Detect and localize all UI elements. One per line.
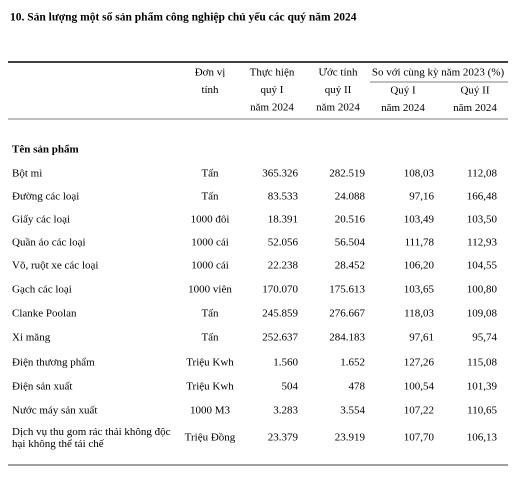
- cell: 20.516: [335, 214, 366, 226]
- header-cell: Đơn vị: [195, 67, 226, 79]
- cell: 103,49: [404, 214, 435, 226]
- cell: 112,93: [467, 237, 497, 249]
- section-label: Tên sản phẩm: [12, 144, 79, 156]
- header-cell: quý II: [325, 84, 352, 96]
- cell: Điện thương phẩm: [12, 357, 95, 369]
- cell: 104,55: [467, 260, 498, 272]
- header-cell: năm 2024: [381, 102, 425, 114]
- cell: 1000 cái: [191, 260, 229, 272]
- cell: 252.637: [262, 332, 298, 344]
- cell: 23.919: [335, 432, 366, 444]
- cell: 97,16: [409, 191, 434, 203]
- cell: Triệu Kwh: [186, 357, 234, 369]
- cell: Clanke Poolan: [12, 308, 77, 320]
- header-cell: Quý II: [460, 85, 489, 97]
- cell: 83.533: [268, 191, 299, 203]
- cell: 109,08: [467, 308, 498, 320]
- cell: 365.326: [262, 168, 298, 180]
- cell: 22.238: [268, 260, 299, 272]
- cell: 276.667: [329, 308, 365, 320]
- header-cell: Quý I: [390, 85, 416, 97]
- cell: 100,54: [404, 381, 435, 393]
- cell: 1.560: [273, 357, 298, 369]
- cell: 108,03: [404, 168, 435, 180]
- cell: 282.519: [329, 168, 365, 180]
- header-cell: năm 2024: [316, 102, 360, 114]
- cell: 107,22: [404, 405, 434, 417]
- cell: 166,48: [467, 191, 498, 203]
- cell: 103,50: [467, 214, 498, 226]
- cell: 24.088: [335, 191, 366, 203]
- cell: 1000 cái: [191, 237, 229, 249]
- cell: 106,20: [404, 260, 435, 272]
- cell: 103,65: [404, 284, 435, 296]
- cell: 478: [349, 381, 366, 393]
- cell: 127,26: [404, 357, 435, 369]
- cell: 18.391: [268, 214, 298, 226]
- cell: 101,39: [467, 381, 498, 393]
- cell: 115,08: [467, 357, 497, 369]
- cell: 28.452: [335, 260, 365, 272]
- cell: 110,65: [467, 405, 497, 417]
- cell: 106,13: [467, 432, 498, 444]
- cell: 1.652: [340, 357, 365, 369]
- cell: 504: [282, 381, 299, 393]
- header-cell: năm 2024: [250, 102, 294, 114]
- cell: 118,03: [404, 308, 434, 320]
- header-cell: năm 2024: [453, 102, 497, 114]
- cell: Bột mì: [12, 168, 42, 180]
- cell: Dịch vụ thu gom rác thải không độc hại kh…: [12, 426, 171, 450]
- header-cell: So với cùng kỳ năm 2023 (%): [372, 67, 505, 79]
- cell: 1000 đôi: [191, 214, 230, 226]
- header-cell: tính: [201, 84, 219, 96]
- cell: Tấn: [201, 308, 219, 320]
- cell: Triệu Kwh: [186, 381, 234, 393]
- cell: 1000 M3: [190, 405, 231, 417]
- cell: 1000 viên: [188, 284, 232, 296]
- cell: 97,61: [409, 332, 434, 344]
- cell: Điện sản xuất: [12, 381, 72, 393]
- cell: Nước máy sản xuất: [12, 405, 97, 417]
- cell: Tấn: [201, 168, 219, 180]
- cell: Xi măng: [12, 332, 51, 344]
- cell: 56.504: [335, 237, 366, 249]
- cell: Tấn: [201, 191, 219, 203]
- cell: Võ, ruột xe các loại: [12, 260, 98, 272]
- cell: Quần áo các loại: [12, 237, 86, 249]
- cell: 245.859: [262, 308, 298, 320]
- cell: Gạch các loại: [12, 284, 72, 296]
- header-cell: quý I: [261, 84, 284, 96]
- cell: Giấy các loại: [12, 214, 70, 226]
- cell: 95,74: [472, 332, 497, 344]
- cell: 52.056: [268, 237, 299, 249]
- cell: Tấn: [201, 332, 219, 344]
- header-cell: Thực hiện: [250, 67, 295, 79]
- cell: 3.554: [340, 405, 365, 417]
- title: 10. Sản lượng một số sản phẩm công nghiệ…: [10, 11, 357, 24]
- cell: 23.379: [268, 432, 299, 444]
- cell: 112,08: [467, 168, 497, 180]
- cell: 175.613: [329, 284, 365, 296]
- cell: 284.183: [329, 332, 365, 344]
- cell: 111,78: [405, 237, 435, 249]
- cell: 100,80: [467, 284, 498, 296]
- cell: 170.070: [262, 284, 298, 296]
- cell: 3.283: [273, 405, 298, 417]
- header-cell: Ước tính: [318, 67, 358, 79]
- cell: Đường các loại: [12, 191, 79, 203]
- cell: 107,70: [404, 432, 435, 444]
- cell: Triệu Đồng: [185, 432, 236, 444]
